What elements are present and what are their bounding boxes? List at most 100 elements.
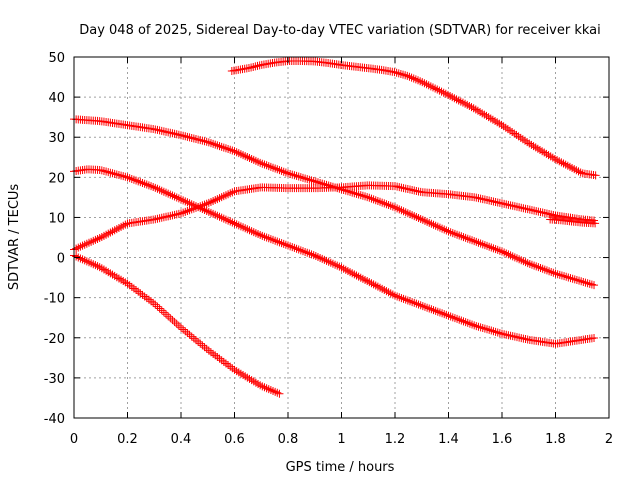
data-point <box>521 136 530 145</box>
data-point <box>405 297 414 306</box>
data-point <box>281 240 290 249</box>
data-point <box>547 267 556 276</box>
data-point <box>239 151 248 160</box>
data-point <box>408 211 417 220</box>
data-point <box>414 300 423 309</box>
data-point <box>76 254 85 263</box>
data-point <box>480 324 489 333</box>
y-tick-label: 10 <box>48 211 65 226</box>
data-point <box>384 201 393 210</box>
data-point <box>224 216 233 225</box>
data-point <box>97 166 106 175</box>
data-point <box>313 252 322 261</box>
data-point <box>441 89 450 98</box>
data-point <box>399 207 408 216</box>
data-point <box>487 243 496 252</box>
data-point <box>102 230 111 239</box>
grid <box>74 57 609 418</box>
data-point <box>204 138 213 147</box>
data-point <box>335 184 344 193</box>
data-point <box>570 165 579 174</box>
data-point <box>102 167 111 176</box>
data-point <box>228 188 237 197</box>
data-point <box>127 174 136 183</box>
data-point <box>420 79 429 88</box>
data-point <box>104 229 113 238</box>
data-point <box>335 262 344 271</box>
data-point <box>461 318 470 327</box>
data-point <box>331 260 340 269</box>
data-point <box>320 255 329 264</box>
data-point <box>487 326 496 335</box>
x-tick-label: 0.6 <box>224 432 245 447</box>
data-point <box>206 208 215 217</box>
data-point <box>275 238 284 247</box>
data-point <box>367 194 376 203</box>
data-point <box>99 265 108 274</box>
data-point <box>423 217 432 226</box>
data-point <box>376 283 385 292</box>
data-point <box>489 244 498 253</box>
data-point <box>202 206 211 215</box>
data-point <box>515 255 524 264</box>
data-point <box>241 152 250 161</box>
data-point <box>251 156 260 165</box>
data-point <box>211 196 220 205</box>
data-point <box>343 266 352 275</box>
data-point <box>162 310 171 319</box>
x-tick-label: 1.4 <box>438 432 459 447</box>
data-point <box>245 154 254 162</box>
data-point <box>305 175 314 184</box>
data-point <box>266 162 275 171</box>
data-point <box>288 170 297 179</box>
x-tick-label: 0 <box>70 432 78 447</box>
data-point <box>566 274 575 283</box>
data-point <box>545 267 554 276</box>
data-point <box>391 203 399 212</box>
data-point <box>298 247 307 256</box>
data-point <box>239 223 248 232</box>
data-point <box>132 286 141 295</box>
data-point <box>241 372 250 381</box>
data-point <box>405 72 414 81</box>
data-point <box>534 263 543 272</box>
data-point <box>457 316 466 325</box>
data-point <box>358 191 367 200</box>
data-point <box>273 237 282 246</box>
data-point <box>159 308 168 317</box>
data-point <box>470 321 479 330</box>
data-point <box>239 371 248 380</box>
data-point <box>438 309 447 318</box>
data-point <box>187 332 196 341</box>
data-point <box>555 270 564 279</box>
data-point <box>164 189 173 198</box>
data-point <box>560 272 569 281</box>
data-point <box>506 251 515 260</box>
data-point <box>202 344 211 353</box>
data-point <box>273 388 282 397</box>
data-point <box>121 172 130 181</box>
data-point <box>431 221 440 230</box>
data-point <box>157 306 166 315</box>
data-point <box>491 327 500 336</box>
data-point <box>194 135 203 144</box>
data-series <box>70 57 600 398</box>
data-point <box>213 211 222 220</box>
series-arc-1 <box>70 251 284 398</box>
data-point <box>151 300 160 309</box>
data-point <box>110 226 119 235</box>
data-point <box>275 166 284 175</box>
data-point <box>84 258 93 267</box>
data-point <box>155 304 164 313</box>
data-point <box>110 169 119 178</box>
data-point <box>236 222 245 231</box>
data-point <box>277 239 286 248</box>
data-point <box>380 286 389 295</box>
data-point <box>206 197 215 206</box>
data-point <box>531 143 540 152</box>
data-point <box>418 78 427 87</box>
data-point <box>521 258 530 267</box>
data-point <box>147 297 156 306</box>
data-point <box>433 307 442 316</box>
data-point <box>510 253 519 262</box>
